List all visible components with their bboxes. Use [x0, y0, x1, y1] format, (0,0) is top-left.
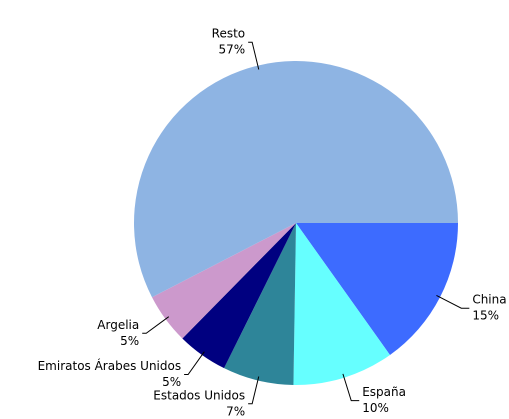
- slice-value-label: 5%: [162, 375, 181, 389]
- slice-value-label: 5%: [120, 334, 139, 348]
- pie-slice: [152, 223, 296, 339]
- leader-line: [436, 294, 470, 309]
- pie-slice: [296, 223, 458, 355]
- slice-label: Resto: [212, 27, 245, 41]
- slice-value-label: 57%: [218, 43, 245, 57]
- leader-line: [248, 376, 260, 405]
- pie-slice: [134, 61, 458, 298]
- pie-slice: [224, 223, 296, 385]
- leader-line: [142, 316, 170, 334]
- leader-line: [248, 41, 260, 70]
- leader-line: [184, 351, 205, 376]
- slice-label: Estados Unidos: [153, 388, 245, 402]
- slice-value-label: 7%: [226, 404, 245, 418]
- slice-label: Emiratos Árabes Unidos: [38, 358, 182, 373]
- pie-slice: [293, 223, 390, 385]
- leader-line: [342, 373, 360, 402]
- slice-value-label: 15%: [472, 309, 499, 323]
- slice-label: China: [472, 293, 506, 307]
- slice-label: España: [362, 385, 406, 399]
- pie-slice: [182, 223, 296, 369]
- slice-value-label: 10%: [362, 401, 389, 415]
- slice-label: Argelia: [97, 318, 139, 332]
